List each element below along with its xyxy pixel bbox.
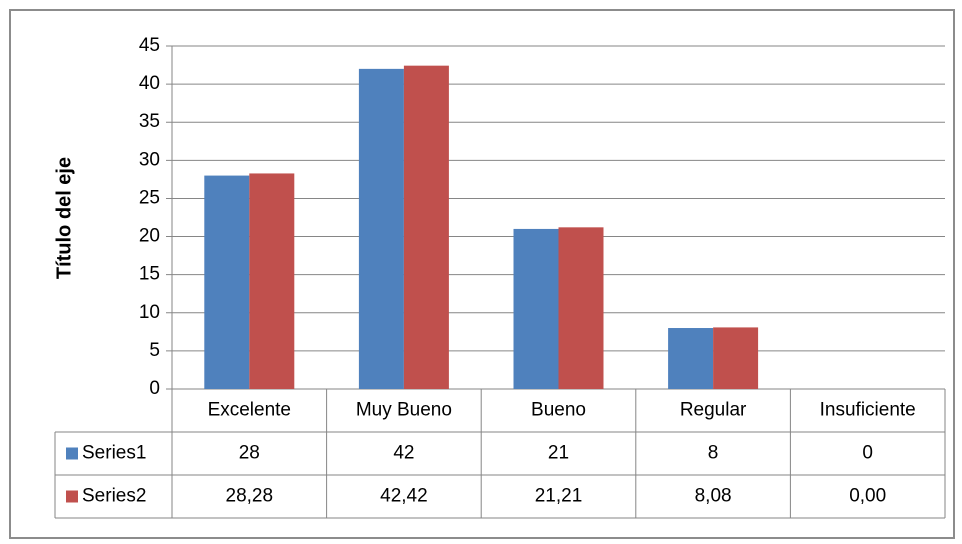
table-value: 0: [862, 443, 873, 464]
y-tick-label: 5: [149, 340, 160, 361]
table-value: 21: [548, 443, 569, 464]
bar: [358, 68, 404, 389]
y-tick-label: 45: [139, 35, 160, 56]
table-value: 28: [239, 443, 260, 464]
bar: [513, 228, 559, 389]
x-tick-label: Excelente: [208, 400, 291, 421]
table-value: 42: [393, 443, 414, 464]
bar: [558, 227, 604, 389]
table-value: 8: [708, 443, 719, 464]
y-tick-label: 25: [139, 187, 160, 208]
y-tick-label: 0: [149, 378, 160, 399]
y-tick-label: 30: [139, 149, 160, 170]
y-tick-label: 35: [139, 111, 160, 132]
x-tick-label: Insuficiente: [820, 400, 916, 421]
bar: [204, 175, 250, 389]
bar: [668, 328, 714, 389]
y-tick-label: 20: [139, 226, 160, 247]
y-tick-label: 15: [139, 264, 160, 285]
legend-label: Series2: [82, 486, 146, 507]
table-value: 42,42: [380, 486, 428, 507]
table-value: 8,08: [695, 486, 732, 507]
x-tick-label: Bueno: [531, 400, 586, 421]
table-value: 0,00: [849, 486, 886, 507]
legend-label: Series1: [82, 443, 146, 464]
y-axis-title: Título del eje: [53, 157, 75, 279]
x-tick-label: Regular: [680, 400, 747, 421]
table-value: 21,21: [535, 486, 583, 507]
legend-key: [66, 490, 78, 503]
legend-key: [66, 447, 78, 460]
bar: [713, 327, 759, 389]
chart-border: [9, 9, 955, 539]
y-tick-label: 10: [139, 302, 160, 323]
bar: [249, 173, 295, 389]
table-value: 28,28: [226, 486, 274, 507]
x-tick-label: Muy Bueno: [356, 400, 452, 421]
bar: [403, 65, 449, 389]
y-tick-label: 40: [139, 73, 160, 94]
